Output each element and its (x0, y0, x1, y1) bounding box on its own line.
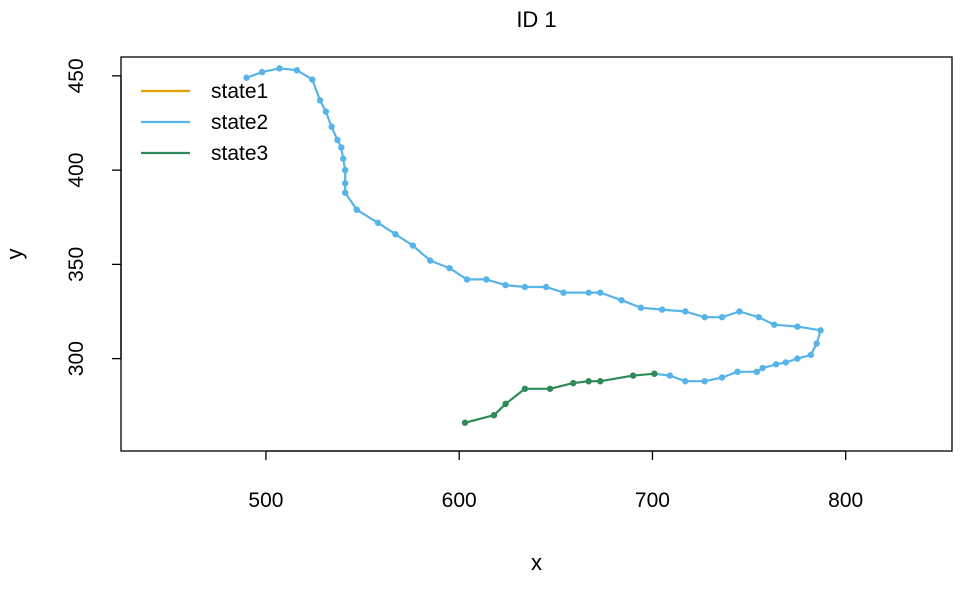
y-tick-label: 450 (65, 58, 88, 93)
legend-label: state3 (211, 142, 268, 165)
legend: state1 state2 state3 (141, 80, 268, 165)
data-point (490, 411, 498, 419)
series-line (246, 67, 822, 383)
series-state3 (461, 370, 658, 426)
data-point (718, 313, 726, 321)
data-point (502, 400, 509, 408)
data-point (341, 166, 349, 174)
data-point (772, 361, 780, 368)
data-point (807, 351, 815, 359)
y-tick-label: 400 (65, 153, 88, 188)
data-point (658, 306, 666, 313)
data-point (651, 370, 658, 377)
legend-label: state1 (211, 80, 268, 103)
x-axis: 500 600 700 800 (248, 450, 863, 512)
data-point (353, 206, 360, 213)
data-point (328, 123, 335, 130)
data-point (258, 68, 266, 76)
data-point (618, 296, 625, 304)
data-point (585, 378, 592, 385)
data-point (570, 379, 577, 387)
data-point (597, 289, 604, 296)
data-point (316, 97, 324, 104)
data-point (813, 340, 820, 347)
data-point (771, 321, 778, 328)
data-point (542, 283, 550, 291)
data-point (392, 231, 399, 238)
series-state2 (243, 65, 824, 385)
data-point (446, 264, 453, 272)
data-point (409, 242, 417, 249)
data-point (427, 257, 434, 264)
data-point (782, 359, 789, 366)
x-tick-label: 500 (248, 489, 283, 512)
data-point (243, 74, 250, 81)
data-point (341, 189, 349, 196)
x-tick-label: 700 (635, 489, 670, 512)
x-tick-label: 800 (828, 489, 863, 512)
data-point (483, 276, 490, 283)
data-point (597, 378, 604, 385)
data-point (753, 368, 761, 376)
y-axis-label: y (2, 249, 27, 260)
data-point (736, 308, 743, 315)
data-point (629, 372, 637, 379)
data-point (461, 419, 469, 426)
data-point (521, 385, 529, 392)
data-point (560, 289, 567, 296)
data-point (546, 385, 554, 392)
y-tick-label: 300 (65, 341, 88, 376)
data-point (322, 108, 330, 115)
data-point (759, 364, 766, 372)
data-point (682, 308, 689, 315)
data-point (734, 368, 741, 376)
data-point (682, 378, 689, 385)
x-tick-label: 600 (442, 489, 477, 512)
data-point (340, 155, 347, 162)
data-point (463, 276, 471, 283)
chart-title: ID 1 (516, 7, 556, 32)
data-point (521, 283, 529, 291)
data-point (637, 304, 645, 311)
data-point (276, 65, 283, 72)
data-point (341, 180, 349, 187)
series-line (464, 372, 655, 424)
data-point (817, 327, 824, 334)
data-point (293, 66, 301, 74)
data-point (585, 289, 592, 296)
data-point (502, 281, 509, 289)
data-point (794, 323, 801, 330)
data-point (338, 144, 345, 151)
data-point (309, 76, 316, 83)
data-point (701, 313, 708, 321)
series-layer (243, 65, 824, 426)
y-tick-label: 350 (65, 247, 88, 282)
data-point (755, 313, 762, 321)
data-point (718, 374, 726, 381)
data-point (334, 136, 341, 144)
x-axis-label: x (531, 550, 542, 575)
y-axis: 300 350 400 450 (65, 58, 122, 376)
legend-label: state2 (211, 111, 268, 134)
data-point (666, 372, 674, 379)
data-point (374, 219, 382, 227)
data-point (794, 355, 801, 362)
data-point (701, 378, 708, 385)
